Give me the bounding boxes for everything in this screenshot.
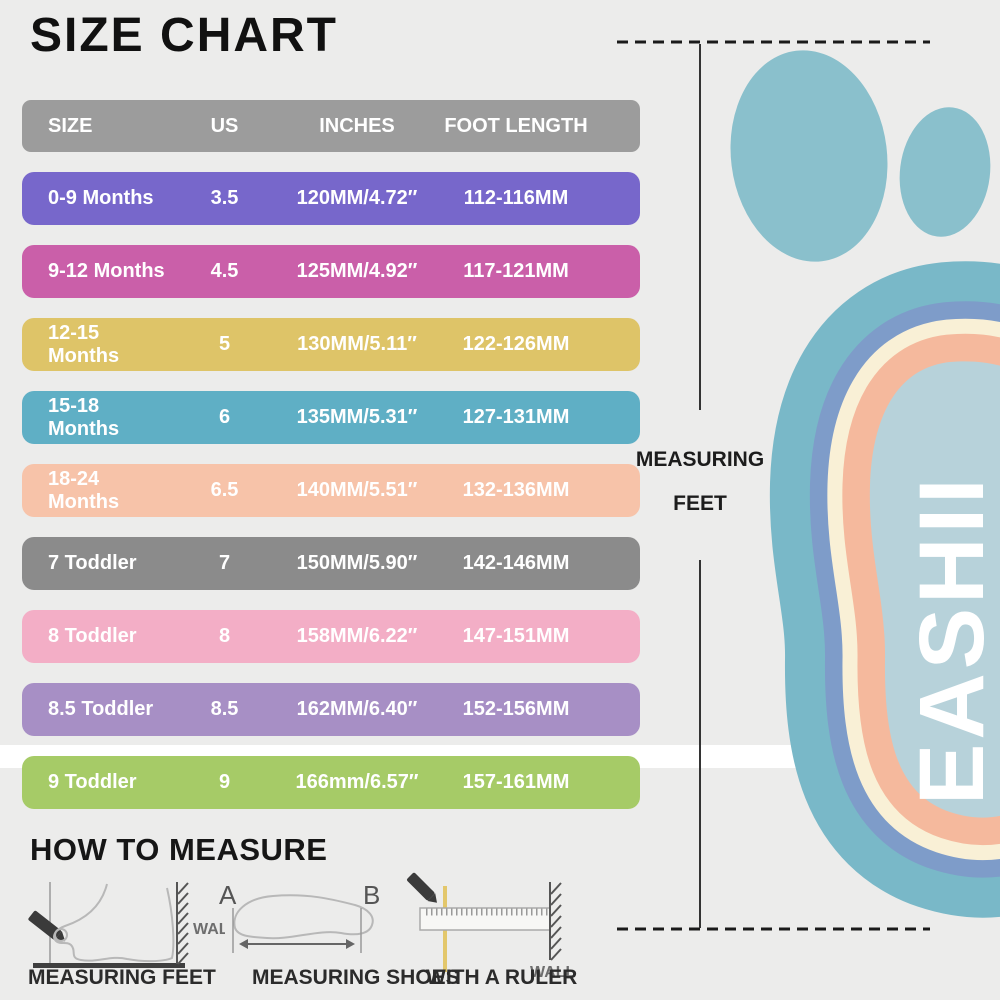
cell-inches: 140MM/5.51″ bbox=[296, 479, 418, 501]
cell-inches: 162MM/6.40″ bbox=[296, 698, 418, 720]
cell-foot-length: 142-146MM bbox=[462, 552, 570, 574]
cell-foot-length: 152-156MM bbox=[462, 698, 570, 720]
length-arrow bbox=[239, 939, 355, 949]
wall-hatch bbox=[549, 882, 562, 961]
table-row: 8 Toddler 8 158MM/6.22″ 147-151MM bbox=[22, 610, 640, 663]
pencil-icon bbox=[407, 872, 437, 903]
cell-us: 8.5 bbox=[210, 698, 239, 720]
table-row: 0-9 Months 3.5 120MM/4.72″ 112-116MM bbox=[22, 172, 640, 225]
wall-hatch bbox=[176, 882, 189, 965]
brand-text: EASHII bbox=[901, 474, 1000, 805]
cell-us: 3.5 bbox=[210, 187, 239, 209]
table-header: SIZE US INCHES FOOT LENGTH bbox=[22, 100, 640, 152]
cell-us: 7 bbox=[218, 552, 231, 574]
measuring-feet-icon: WALL bbox=[28, 882, 225, 968]
table-row: 12-15 Months 5 130MM/5.11″ 122-126MM bbox=[22, 318, 640, 371]
wall-label: WALL bbox=[193, 921, 225, 938]
table-row: 18-24 Months 6.5 140MM/5.51″ 132-136MM bbox=[22, 464, 640, 517]
with-a-ruler-icon: WALL bbox=[407, 872, 576, 980]
cell-inches: 135MM/5.31″ bbox=[296, 406, 418, 428]
cell-foot-length: 157-161MM bbox=[462, 771, 570, 793]
size-table: SIZE US INCHES FOOT LENGTH 0-9 Months 3.… bbox=[22, 100, 640, 829]
measuring-feet-label-line1: MEASURING bbox=[635, 448, 765, 471]
cell-foot-length: 147-151MM bbox=[462, 625, 570, 647]
ruler bbox=[419, 907, 551, 931]
cell-foot-length: 127-131MM bbox=[462, 406, 570, 428]
point-b-label: B bbox=[363, 880, 380, 910]
measuring-shoes-icon: A B bbox=[219, 880, 380, 953]
measuring-shoes-caption: MEASURING SHOES bbox=[252, 966, 460, 989]
header-size: SIZE bbox=[48, 114, 93, 137]
header-inches: INCHES bbox=[319, 114, 395, 137]
cell-size: 8 Toddler bbox=[48, 625, 137, 647]
floor-baseline bbox=[33, 963, 185, 968]
cell-us: 5 bbox=[218, 333, 231, 355]
cell-us: 6 bbox=[218, 406, 231, 428]
point-a-label: A bbox=[219, 880, 237, 910]
cell-size: 15-18 Months bbox=[48, 394, 120, 440]
cell-size: 9-12 Months bbox=[48, 260, 165, 282]
cell-size: 8.5 Toddler bbox=[48, 698, 154, 720]
measuring-feet-caption: MEASURING FEET bbox=[28, 966, 216, 989]
cell-us: 9 bbox=[218, 771, 231, 793]
insole-outline bbox=[233, 894, 374, 940]
cell-size: 18-24 Months bbox=[48, 467, 120, 513]
big-toe bbox=[730, 50, 888, 262]
cell-inches: 130MM/5.11″ bbox=[297, 333, 417, 355]
cell-inches: 150MM/5.90″ bbox=[296, 552, 418, 574]
cell-us: 4.5 bbox=[210, 260, 239, 282]
table-row: 15-18 Months 6 135MM/5.31″ 127-131MM bbox=[22, 391, 640, 444]
cell-inches: 158MM/6.22″ bbox=[296, 625, 418, 647]
header-foot-length: FOOT LENGTH bbox=[444, 114, 588, 137]
foot-inner bbox=[869, 361, 1000, 818]
cell-inches: 125MM/4.92″ bbox=[296, 260, 418, 282]
cell-inches: 120MM/4.72″ bbox=[296, 187, 418, 209]
header-us: US bbox=[210, 114, 239, 137]
cell-foot-length: 112-116MM bbox=[463, 187, 569, 209]
cell-size: 12-15 Months bbox=[48, 321, 120, 367]
with-a-ruler-caption: WITH A RULER bbox=[426, 966, 578, 989]
table-row: 9-12 Months 4.5 125MM/4.92″ 117-121MM bbox=[22, 245, 640, 298]
foot-illustration: EASHII bbox=[617, 40, 1000, 931]
measuring-feet-label-line2: FEET bbox=[673, 492, 727, 515]
table-row: 7 Toddler 7 150MM/5.90″ 142-146MM bbox=[22, 537, 640, 590]
cell-size: 0-9 Months bbox=[48, 187, 154, 209]
cell-foot-length: 122-126MM bbox=[462, 333, 570, 355]
page-title: SIZE CHART bbox=[30, 9, 338, 62]
cell-us: 8 bbox=[218, 625, 231, 647]
foot-profile-outline bbox=[53, 883, 175, 963]
cell-size: 7 Toddler bbox=[48, 552, 137, 574]
table-row: 9 Toddler 9 166mm/6.57″ 157-161MM bbox=[22, 756, 640, 809]
cell-size: 9 Toddler bbox=[48, 771, 137, 793]
how-to-measure-title: HOW TO MEASURE bbox=[30, 832, 328, 867]
second-toe bbox=[899, 107, 991, 237]
table-row: 8.5 Toddler 8.5 162MM/6.40″ 152-156MM bbox=[22, 683, 640, 736]
cell-inches: 166mm/6.57″ bbox=[295, 771, 419, 793]
cell-foot-length: 117-121MM bbox=[463, 260, 569, 282]
wall-label: WALL bbox=[530, 964, 576, 980]
cell-foot-length: 132-136MM bbox=[462, 479, 570, 501]
cell-us: 6.5 bbox=[210, 479, 239, 501]
